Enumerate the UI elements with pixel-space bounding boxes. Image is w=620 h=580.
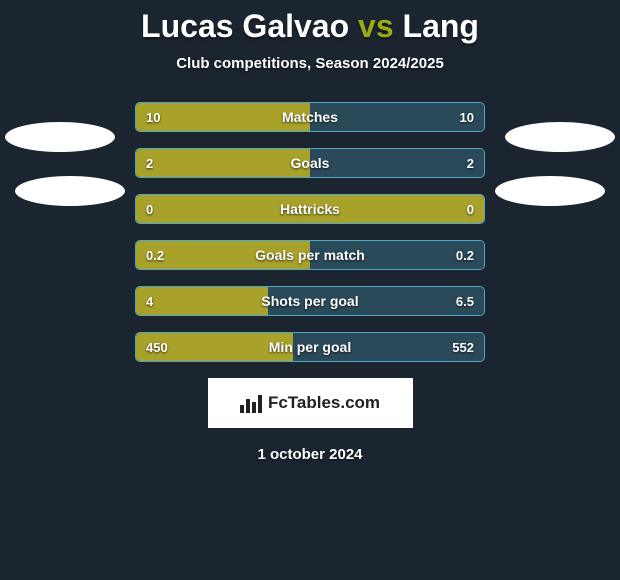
- stat-row: 1010Matches: [135, 102, 485, 132]
- player1-club-badge-1: [5, 122, 115, 152]
- player1-name: Lucas Galvao: [141, 8, 349, 44]
- stat-row: 0.20.2Goals per match: [135, 240, 485, 270]
- date-text: 1 october 2024: [0, 446, 620, 463]
- bars-icon: [240, 393, 262, 413]
- logo-box: FcTables.com: [208, 378, 413, 428]
- stat-label: Goals: [136, 149, 484, 177]
- stat-label: Shots per goal: [136, 287, 484, 315]
- stat-row: 46.5Shots per goal: [135, 286, 485, 316]
- stat-label: Hattricks: [136, 195, 484, 223]
- comparison-chart: 1010Matches 22Goals 00Hattricks 0.20.2Goals…: [135, 102, 485, 362]
- logo-text: FcTables.com: [268, 393, 380, 413]
- player2-club-badge-2: [495, 176, 605, 206]
- player2-club-badge-1: [505, 122, 615, 152]
- player2-name: Lang: [403, 8, 479, 44]
- stat-row: 00Hattricks: [135, 194, 485, 224]
- stat-label: Min per goal: [136, 333, 484, 361]
- player1-club-badge-2: [15, 176, 125, 206]
- stat-label: Matches: [136, 103, 484, 131]
- stat-label: Goals per match: [136, 241, 484, 269]
- stat-row: 450552Min per goal: [135, 332, 485, 362]
- vs-word: vs: [358, 8, 394, 44]
- page-title: Lucas Galvao vs Lang: [0, 0, 620, 45]
- stat-row: 22Goals: [135, 148, 485, 178]
- subtitle: Club competitions, Season 2024/2025: [0, 55, 620, 72]
